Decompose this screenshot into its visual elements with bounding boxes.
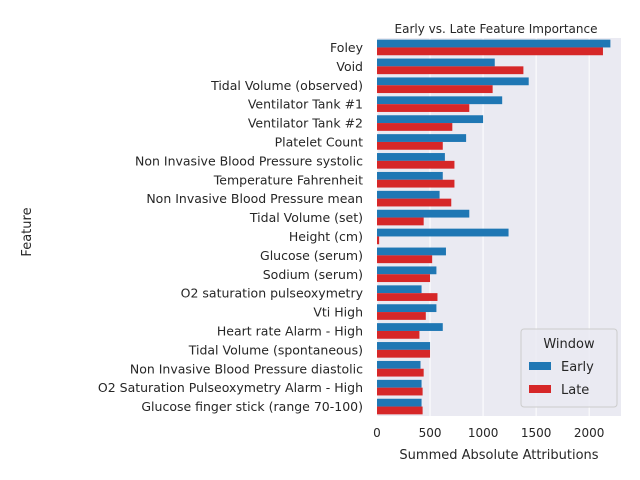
bar-late bbox=[377, 85, 493, 94]
y-tick-label: Ventilator Tank #2 bbox=[248, 116, 363, 131]
bar-late bbox=[377, 104, 470, 112]
bar-late bbox=[377, 123, 453, 131]
bar-late bbox=[377, 141, 443, 150]
bar-late bbox=[377, 217, 424, 226]
y-tick-label: Tidal Volume (set) bbox=[249, 210, 363, 225]
bar-early bbox=[377, 247, 446, 256]
y-tick-label: Glucose finger stick (range 70-100) bbox=[141, 399, 363, 414]
y-tick-label: Non Invasive Blood Pressure diastolic bbox=[130, 361, 363, 376]
x-tick-label: 1500 bbox=[521, 426, 552, 440]
bar-late bbox=[377, 160, 455, 169]
y-tick-label: Height (cm) bbox=[289, 229, 363, 244]
bar-late bbox=[377, 255, 433, 264]
y-tick-label: Platelet Count bbox=[275, 134, 364, 149]
y-tick-label: Ventilator Tank #1 bbox=[248, 97, 363, 112]
bar-early bbox=[377, 285, 422, 294]
x-tick-label: 2000 bbox=[574, 426, 605, 440]
legend-label-early: Early bbox=[561, 360, 594, 375]
bar-early bbox=[377, 58, 495, 67]
x-tick-label: 1000 bbox=[468, 426, 499, 440]
y-tick-label: Glucose (serum) bbox=[260, 248, 363, 263]
y-tick-label: Non Invasive Blood Pressure mean bbox=[146, 191, 363, 206]
legend: Window Early Late bbox=[520, 328, 618, 408]
y-tick-label: Non Invasive Blood Pressure systolic bbox=[135, 153, 363, 168]
y-tick-label: Vti High bbox=[313, 305, 363, 320]
bar-late bbox=[377, 236, 380, 245]
x-axis-label: Summed Absolute Attributions bbox=[399, 448, 598, 463]
y-axis-label: Feature bbox=[20, 207, 35, 256]
bar-early bbox=[377, 209, 470, 218]
y-tick-label: Sodium (serum) bbox=[263, 267, 363, 282]
bar-late bbox=[377, 349, 431, 358]
bar-early bbox=[377, 115, 484, 124]
chart-title: Early vs. Late Feature Importance bbox=[395, 22, 598, 36]
legend-title: Window bbox=[543, 337, 595, 352]
bar-early bbox=[377, 134, 467, 142]
bar-early bbox=[377, 39, 611, 48]
bar-late bbox=[377, 198, 452, 207]
y-tick-label: Foley bbox=[330, 40, 364, 55]
legend-swatch-late bbox=[529, 385, 551, 393]
y-tick-label: O2 saturation pulseoxymetry bbox=[181, 286, 364, 301]
legend-swatch-early bbox=[529, 362, 551, 370]
y-tick-label: Void bbox=[336, 59, 363, 74]
bar-late bbox=[377, 312, 426, 320]
bar-early bbox=[377, 171, 443, 180]
bar-early bbox=[377, 190, 440, 199]
y-tick-label: O2 Saturation Pulseoxymetry Alarm - High bbox=[98, 380, 363, 395]
bar-late bbox=[377, 330, 420, 339]
bar-late bbox=[377, 387, 423, 396]
bar-early bbox=[377, 398, 422, 407]
x-tick-labels: 0 500 1000 1500 2000 bbox=[373, 426, 604, 440]
bar-late bbox=[377, 274, 431, 283]
y-tick-labels: Foley Void Tidal Volume (observed) Ventilat… bbox=[98, 40, 364, 414]
bar-late bbox=[377, 47, 603, 56]
y-tick-label: Temperature Fahrenheit bbox=[213, 172, 363, 187]
bar-early bbox=[377, 96, 503, 105]
bar-early bbox=[377, 360, 421, 369]
bar-early bbox=[377, 304, 437, 313]
legend-label-late: Late bbox=[561, 383, 589, 398]
bar-early bbox=[377, 323, 443, 331]
bar-early bbox=[377, 153, 445, 161]
bar-late bbox=[377, 66, 524, 75]
bar-early bbox=[377, 228, 509, 237]
bar-late bbox=[377, 293, 438, 301]
y-tick-label: Tidal Volume (observed) bbox=[210, 78, 363, 93]
bar-late bbox=[377, 368, 424, 377]
bar-late bbox=[377, 406, 423, 415]
bar-early bbox=[377, 379, 422, 388]
y-tick-label: Tidal Volume (spontaneous) bbox=[188, 342, 363, 357]
y-tick-label: Heart rate Alarm - High bbox=[217, 323, 363, 338]
bar-early bbox=[377, 77, 529, 86]
bar-early bbox=[377, 266, 437, 275]
bars bbox=[377, 39, 611, 415]
bar-late bbox=[377, 179, 455, 188]
x-tick-label: 0 bbox=[373, 426, 381, 440]
x-tick-label: 500 bbox=[419, 426, 442, 440]
bar-early bbox=[377, 342, 431, 350]
